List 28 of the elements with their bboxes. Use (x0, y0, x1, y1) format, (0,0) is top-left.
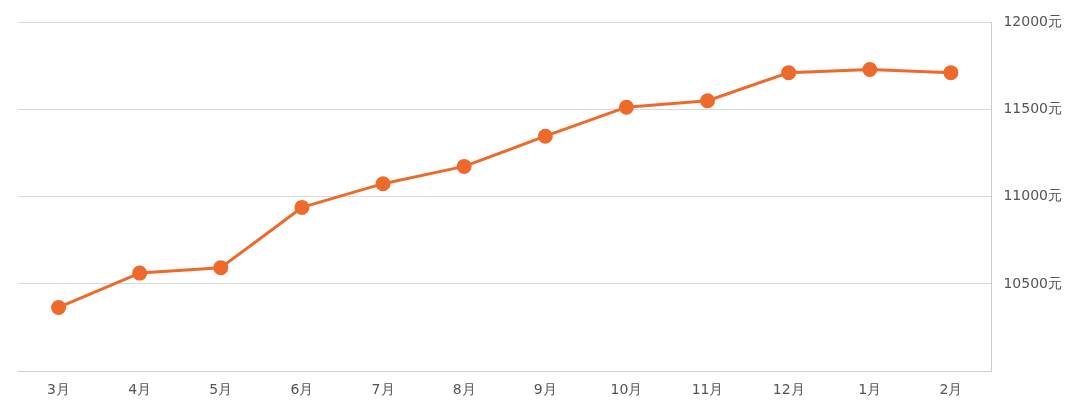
point (51, 299, 67, 315)
y-tick-label: 12000元 (1003, 12, 1063, 29)
point (781, 65, 797, 81)
point (537, 128, 553, 144)
y-tick-label: 11000元 (1003, 187, 1063, 204)
point (700, 93, 716, 109)
point (132, 265, 148, 281)
x-tick-label: 10月 (610, 381, 643, 398)
x-tick-label: 12月 (772, 381, 805, 398)
point (862, 61, 878, 77)
y-tick-label: 10500元 (1003, 274, 1063, 291)
x-tick-label: 11月 (691, 381, 724, 398)
point (294, 199, 310, 215)
x-tick-label: 6月 (290, 381, 314, 398)
x-tick-label: 8月 (452, 381, 476, 398)
x-tick-label: 3月 (47, 381, 71, 398)
x-tick-label: 7月 (371, 381, 395, 398)
x-tick-label: 1月 (858, 381, 882, 398)
x-tick-label: 2月 (939, 381, 963, 398)
point (213, 260, 229, 276)
point (456, 158, 472, 174)
x-tick-label: 5月 (209, 381, 233, 398)
point (618, 99, 634, 115)
point (943, 65, 959, 81)
x-tick-label: 9月 (533, 381, 557, 398)
y-tick-label: 11500元 (1003, 99, 1063, 116)
x-tick-label: 4月 (128, 381, 152, 398)
point (375, 176, 391, 192)
